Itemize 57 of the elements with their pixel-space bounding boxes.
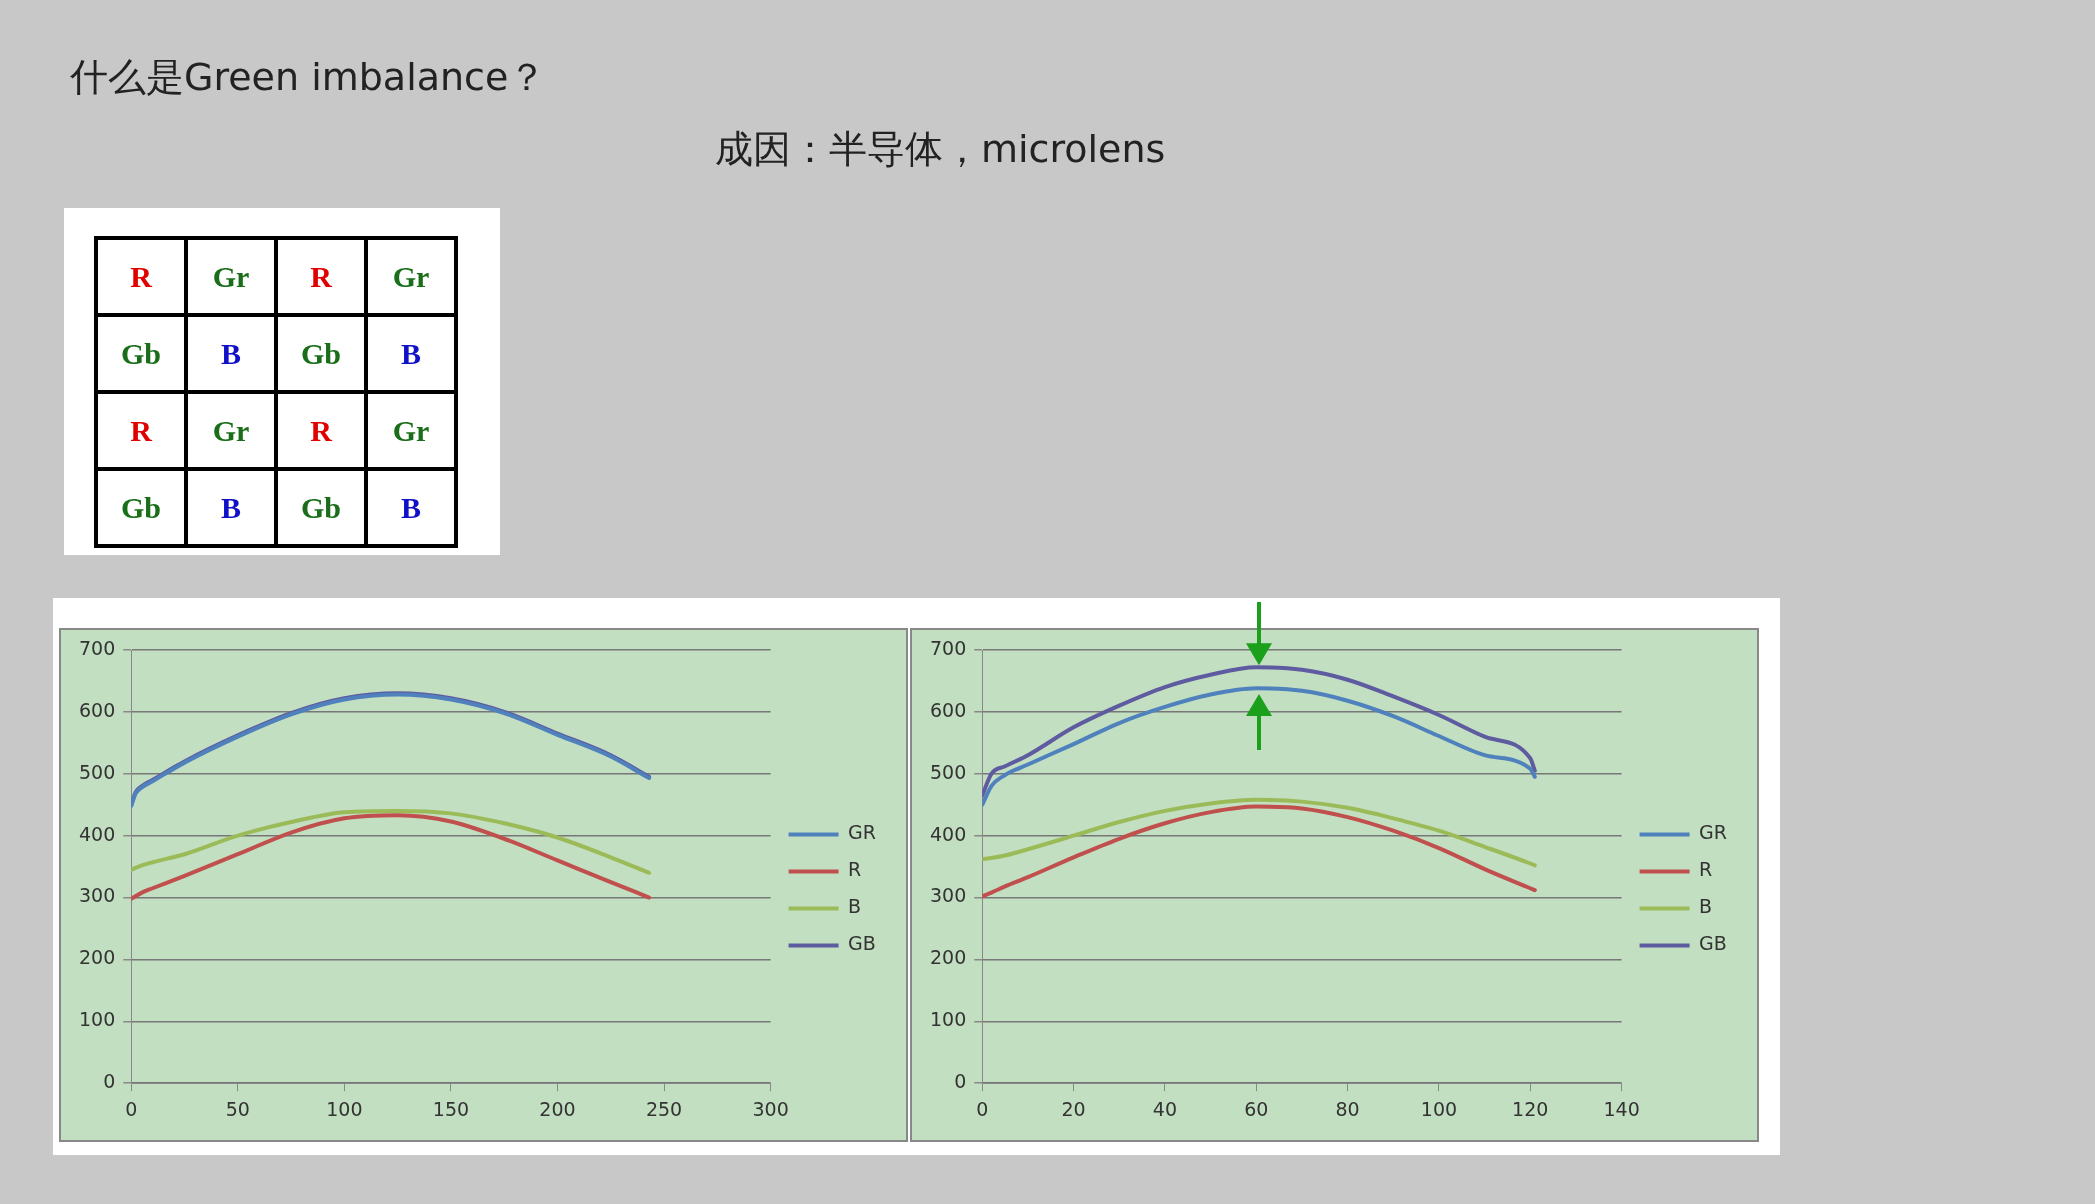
text: Gr [186, 238, 276, 315]
legend-label: GB [848, 932, 876, 955]
x-tick-label: 0 [125, 1097, 138, 1120]
text: Gr [366, 238, 456, 315]
text: Gb [96, 469, 186, 546]
x-tick-label: 0 [976, 1097, 989, 1120]
legend-label: B [1699, 895, 1713, 918]
y-tick-label: 0 [103, 1070, 116, 1093]
x-tick-label: 100 [1420, 1097, 1458, 1120]
text: 什么是Green imbalance？ [70, 54, 547, 101]
x-tick-label: 150 [432, 1097, 470, 1120]
legend-label: GB [1699, 932, 1727, 955]
y-tick-label: 500 [79, 760, 116, 783]
x-tick-label: 80 [1335, 1097, 1360, 1120]
y-tick-label: 600 [79, 698, 116, 721]
text: B [186, 315, 276, 392]
legend-label: B [848, 895, 862, 918]
x-tick-label: 100 [326, 1097, 363, 1120]
y-tick-label: 200 [79, 946, 116, 969]
text: R [96, 238, 186, 315]
text: R [96, 392, 186, 469]
legend-label: R [1699, 858, 1713, 881]
text: Gb [96, 315, 186, 392]
text: B [366, 469, 456, 546]
y-tick-label: 400 [79, 822, 116, 845]
legend-label: GR [848, 821, 877, 844]
y-tick-label: 100 [79, 1008, 116, 1031]
x-tick-label: 40 [1152, 1097, 1178, 1120]
y-tick-label: 700 [79, 636, 116, 659]
x-tick-label: 200 [539, 1097, 576, 1120]
x-tick-label: 300 [752, 1097, 789, 1120]
text: B [186, 469, 276, 546]
y-tick-label: 300 [930, 884, 967, 907]
text: Gr [366, 392, 456, 469]
legend-label: GR [1699, 821, 1728, 844]
text: Gb [276, 469, 366, 546]
x-tick-label: 50 [225, 1097, 250, 1120]
text: R [276, 238, 366, 315]
x-tick-label: 250 [645, 1097, 683, 1120]
text: B [366, 315, 456, 392]
y-tick-label: 700 [930, 636, 967, 659]
y-tick-label: 600 [930, 698, 967, 721]
x-tick-label: 60 [1244, 1097, 1269, 1120]
x-tick-label: 140 [1603, 1097, 1640, 1120]
y-tick-label: 300 [79, 884, 116, 907]
legend-label: R [848, 858, 862, 881]
x-tick-label: 120 [1512, 1097, 1549, 1120]
y-tick-label: 400 [930, 822, 967, 845]
x-tick-label: 20 [1061, 1097, 1086, 1120]
y-tick-label: 100 [930, 1008, 967, 1031]
text: R [276, 392, 366, 469]
y-tick-label: 500 [930, 760, 967, 783]
y-tick-label: 0 [954, 1070, 967, 1093]
text: 成因：半导体，microlens [715, 126, 1166, 173]
text: Gr [186, 392, 276, 469]
text: Gb [276, 315, 366, 392]
y-tick-label: 200 [930, 946, 967, 969]
